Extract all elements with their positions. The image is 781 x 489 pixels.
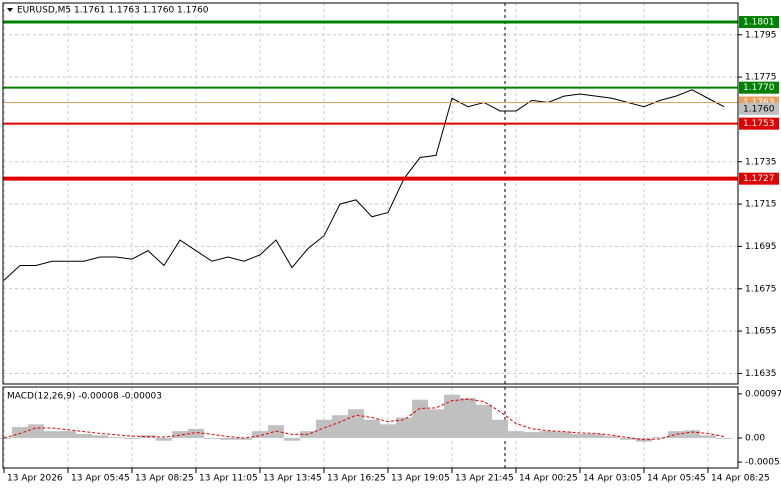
macd-bar: [604, 436, 620, 438]
macd-bar: [76, 433, 92, 438]
menu-arrow: [7, 8, 13, 12]
x-tick-label: 13 Apr 08:25: [135, 474, 194, 484]
macd-bar: [156, 437, 172, 441]
x-tick-label: 14 Apr 03:05: [583, 474, 642, 484]
y-tick-label: 0.00: [745, 433, 765, 443]
macd-bar: [396, 417, 412, 438]
level-label-box: [739, 81, 779, 94]
macd-title: MACD(12,26,9) -0.00008 -0.00003: [7, 392, 162, 402]
y-tick-label: 1.1635: [745, 369, 777, 379]
level-label-box: [739, 117, 779, 130]
y-tick-label: 1.1735: [745, 157, 777, 167]
macd-bar: [716, 437, 732, 439]
level-label: 1.1727: [743, 174, 775, 184]
macd-bar: [556, 432, 572, 438]
level-label: 1.1770: [743, 83, 775, 93]
macd-bar: [444, 394, 460, 438]
macd-bar: [700, 435, 716, 438]
macd-bar: [284, 437, 300, 441]
macd-frame: [2, 386, 739, 469]
macd-bar: [252, 431, 268, 438]
macd-bar: [460, 397, 476, 438]
macd-bar: [44, 431, 60, 438]
macd-bar: [124, 437, 140, 439]
macd-bar: [92, 435, 108, 438]
macd-bar: [668, 431, 684, 438]
x-tick-label: 14 Apr 00:25: [519, 474, 578, 484]
x-tick-label: 14 Apr 08:25: [711, 474, 770, 484]
last-price-box: [739, 102, 779, 115]
macd-bar: [28, 424, 44, 438]
macd-bar: [684, 430, 700, 438]
macd-bar: [508, 431, 524, 438]
macd-bar: [380, 424, 396, 438]
macd-bar: [540, 431, 556, 438]
chart-title: EURUSD,M5 1.1761 1.1763 1.1760 1.1760: [17, 6, 209, 16]
macd-bar: [220, 437, 236, 440]
x-tick-label: 13 Apr 2026: [7, 474, 63, 484]
last-price-label: 1.1760: [743, 104, 775, 114]
y-tick-label: 1.1695: [745, 242, 777, 252]
macd-bar: [204, 437, 220, 439]
macd-bar: [572, 433, 588, 438]
macd-bar: [172, 431, 188, 438]
macd-bar: [12, 427, 28, 438]
macd-bar: [236, 437, 252, 440]
level-label: 1.1753: [743, 119, 775, 129]
macd-bar: [332, 415, 348, 438]
macd-bar: [108, 437, 124, 438]
macd-bar: [588, 433, 604, 438]
y-tick-label: 1.1675: [745, 284, 777, 294]
macd-bar: [476, 404, 492, 438]
level-label: 1.1801: [743, 18, 775, 28]
y-tick-label: 1.1775: [745, 73, 777, 83]
macd-bar: [348, 409, 364, 438]
macd-bar: [412, 399, 428, 438]
macd-bar: [428, 409, 444, 438]
y-tick-label: 1.1715: [745, 200, 777, 210]
macd-bar: [620, 437, 636, 440]
signal-line: [3, 398, 725, 441]
x-tick-label: 13 Apr 11:05: [199, 474, 258, 484]
x-tick-label: 13 Apr 13:45: [263, 474, 322, 484]
macd-bar: [0, 437, 12, 439]
x-tick-label: 13 Apr 05:45: [71, 474, 130, 484]
macd-bar: [188, 428, 204, 438]
macd-bar: [60, 431, 76, 438]
y-tick-label: 1.1655: [745, 327, 777, 337]
x-tick-label: 13 Apr 16:25: [327, 474, 386, 484]
macd-bar: [492, 419, 508, 438]
macd-bar: [524, 432, 540, 438]
level-label-box: [739, 172, 779, 185]
macd-bar: [364, 419, 380, 438]
price-line: [3, 89, 725, 281]
y-tick-label: 1.1795: [745, 30, 777, 40]
y-tick-label: 0.00097: [745, 389, 781, 399]
x-tick-label: 14 Apr 05:45: [647, 474, 706, 484]
price-frame: [2, 2, 739, 385]
level-label-box: [739, 16, 779, 29]
x-tick-label: 13 Apr 21:45: [455, 474, 514, 484]
macd-bar: [316, 419, 332, 438]
y-tick-label: -0.00053: [745, 458, 781, 468]
macd-bar: [652, 437, 668, 438]
x-tick-label: 13 Apr 19:05: [391, 474, 450, 484]
